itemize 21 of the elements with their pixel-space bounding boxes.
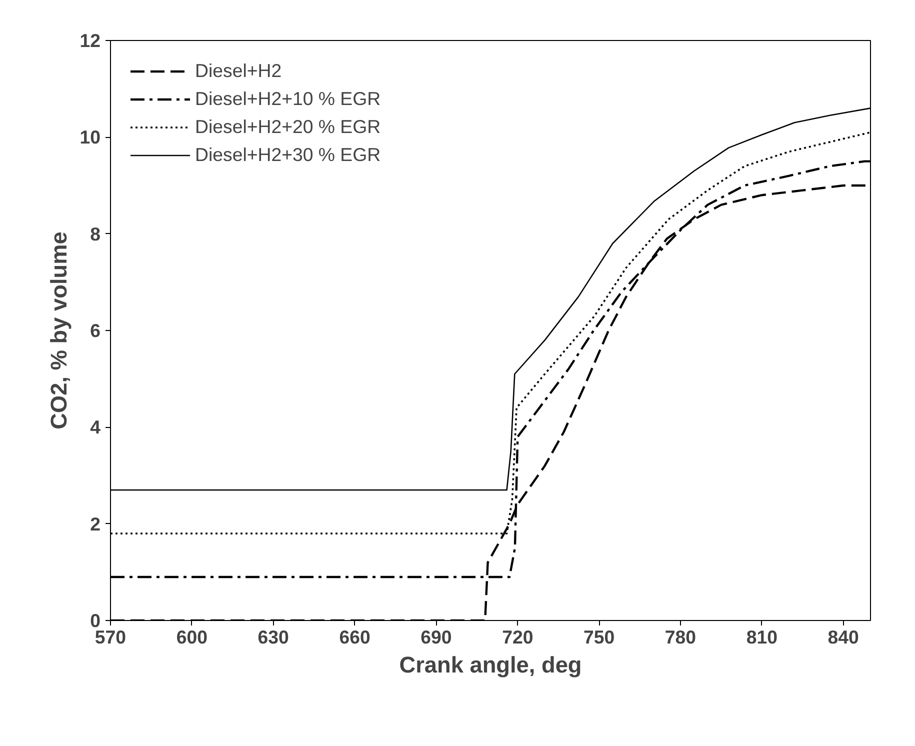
y-tick-label: 4 — [90, 416, 102, 438]
legend-label: Diesel+H2 — [195, 60, 282, 82]
x-tick-label: 660 — [339, 626, 370, 648]
legend-label: Diesel+H2+10 % EGR — [195, 88, 381, 110]
x-tick-label: 600 — [176, 626, 208, 648]
y-tick-label: 10 — [80, 126, 101, 148]
y-tick-label: 2 — [90, 513, 101, 534]
x-tick-label: 840 — [828, 626, 859, 648]
x-tick-label: 780 — [664, 626, 696, 648]
y-axis-title: CO2, % by volume — [46, 232, 72, 430]
x-tick-label: 810 — [746, 626, 778, 648]
x-tick-label: 750 — [584, 626, 615, 648]
y-tick-label: 12 — [80, 30, 101, 51]
y-tick-label: 8 — [90, 223, 101, 244]
y-tick-label: 6 — [90, 320, 101, 341]
x-axis-title: Crank angle, deg — [399, 652, 582, 678]
legend-label: Diesel+H2+30 % EGR — [195, 144, 381, 166]
x-tick-label: 690 — [420, 626, 452, 648]
legend-label: Diesel+H2+20 % EGR — [195, 116, 381, 138]
x-tick-label: 630 — [258, 626, 289, 648]
x-tick-label: 720 — [502, 626, 534, 648]
